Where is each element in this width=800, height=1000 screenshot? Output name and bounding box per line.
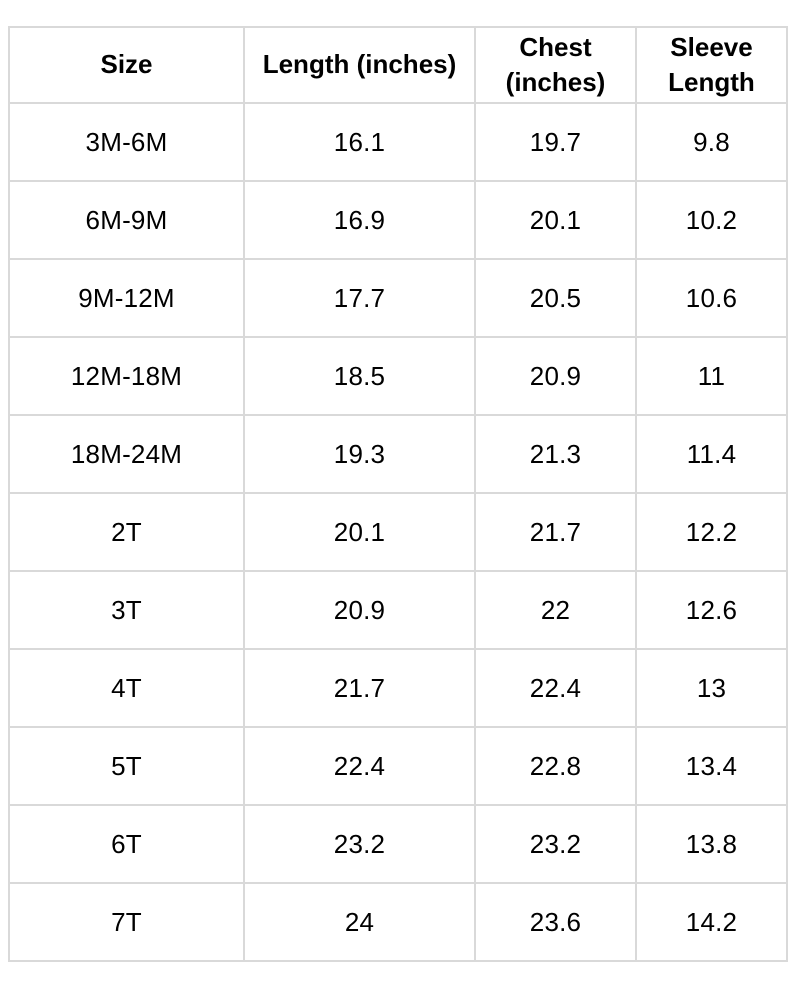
cell-sleeve: 13.8 [635,804,788,884]
cell-sleeve: 10.2 [635,180,788,260]
table-row: 12M-18M 18.5 20.9 11 [8,336,788,416]
cell-size: 9M-12M [8,258,245,338]
cell-chest: 23.2 [474,804,637,884]
cell-sleeve: 9.8 [635,102,788,182]
cell-size: 3M-6M [8,102,245,182]
table-row: 9M-12M 17.7 20.5 10.6 [8,258,788,338]
cell-length: 24 [243,882,476,962]
cell-length: 16.9 [243,180,476,260]
cell-length: 19.3 [243,414,476,494]
cell-sleeve: 10.6 [635,258,788,338]
cell-size: 5T [8,726,245,806]
table-row: 5T 22.4 22.8 13.4 [8,726,788,806]
cell-sleeve: 14.2 [635,882,788,962]
cell-size: 12M-18M [8,336,245,416]
cell-length: 22.4 [243,726,476,806]
cell-sleeve: 12.6 [635,570,788,650]
cell-sleeve: 13 [635,648,788,728]
cell-size: 7T [8,882,245,962]
cell-chest: 22 [474,570,637,650]
column-header-length: Length (inches) [243,26,476,104]
cell-chest: 21.3 [474,414,637,494]
cell-size: 18M-24M [8,414,245,494]
table-row: 18M-24M 19.3 21.3 11.4 [8,414,788,494]
cell-length: 17.7 [243,258,476,338]
table-row: 6M-9M 16.9 20.1 10.2 [8,180,788,260]
cell-length: 21.7 [243,648,476,728]
cell-length: 16.1 [243,102,476,182]
column-header-size: Size [8,26,245,104]
column-header-sleeve: Sleeve Length [635,26,788,104]
cell-size: 3T [8,570,245,650]
cell-chest: 20.1 [474,180,637,260]
header-row: Size Length (inches) Chest (inches) Slee… [8,26,788,104]
cell-size: 6M-9M [8,180,245,260]
cell-sleeve: 12.2 [635,492,788,572]
cell-chest: 21.7 [474,492,637,572]
table-row: 3T 20.9 22 12.6 [8,570,788,650]
cell-length: 20.9 [243,570,476,650]
table-row: 7T 24 23.6 14.2 [8,882,788,962]
cell-chest: 22.4 [474,648,637,728]
cell-size: 6T [8,804,245,884]
cell-chest: 19.7 [474,102,637,182]
cell-sleeve: 11 [635,336,788,416]
cell-length: 23.2 [243,804,476,884]
table-row: 6T 23.2 23.2 13.8 [8,804,788,884]
cell-chest: 22.8 [474,726,637,806]
table-row: 4T 21.7 22.4 13 [8,648,788,728]
cell-sleeve: 13.4 [635,726,788,806]
cell-sleeve: 11.4 [635,414,788,494]
cell-chest: 20.5 [474,258,637,338]
table-row: 3M-6M 16.1 19.7 9.8 [8,102,788,182]
cell-size: 4T [8,648,245,728]
cell-size: 2T [8,492,245,572]
cell-chest: 20.9 [474,336,637,416]
cell-length: 18.5 [243,336,476,416]
size-chart-table: Size Length (inches) Chest (inches) Slee… [8,26,788,962]
table-row: 2T 20.1 21.7 12.2 [8,492,788,572]
column-header-chest: Chest (inches) [474,26,637,104]
size-chart: Size Length (inches) Chest (inches) Slee… [8,26,788,962]
cell-chest: 23.6 [474,882,637,962]
cell-length: 20.1 [243,492,476,572]
